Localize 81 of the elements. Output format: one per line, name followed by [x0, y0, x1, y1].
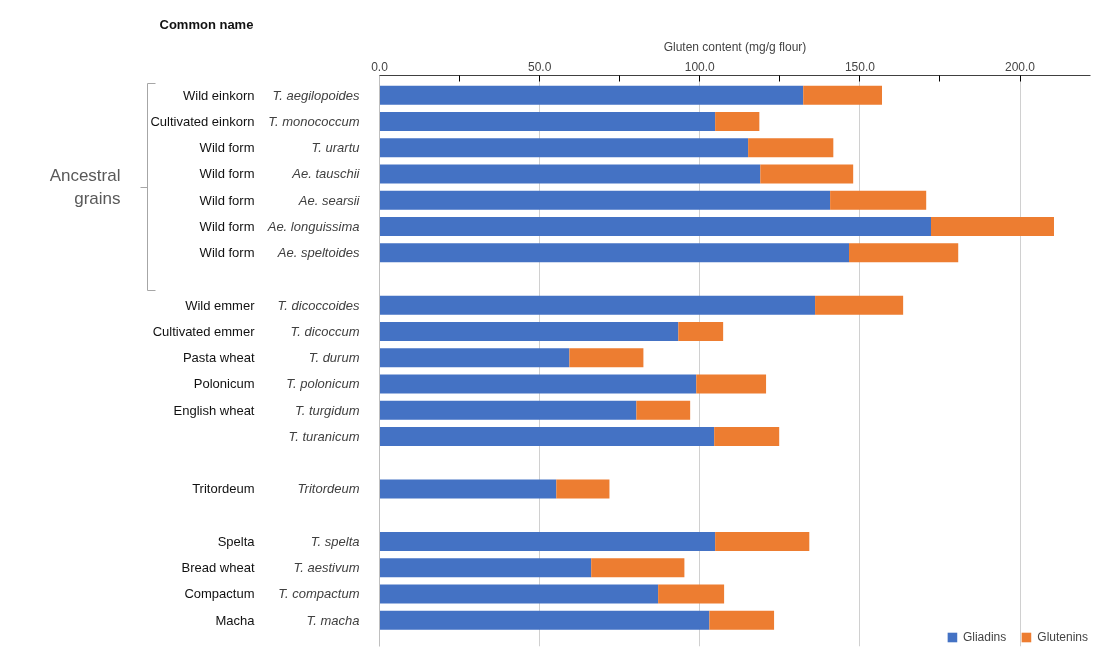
bar — [379, 479, 557, 499]
text: Cultivated einkorn — [150, 113, 255, 129]
bar — [379, 138, 749, 158]
y-tick-label: Ae. searsii — [297, 192, 361, 208]
y-tick-label: T. spelta — [310, 533, 360, 549]
bar — [379, 610, 710, 630]
x-tick-label: 100.0 — [684, 59, 716, 74]
bar — [830, 190, 927, 210]
text: Polonicum — [193, 376, 255, 392]
bar — [379, 295, 816, 315]
legend-label: Gliadins — [962, 630, 1007, 644]
y-tick-label: T. turgidum — [294, 402, 360, 418]
y-tick-label: Ae. longuissima — [266, 218, 360, 234]
bar — [379, 532, 716, 551]
text: Tritordeum — [192, 481, 255, 497]
bar — [379, 217, 932, 236]
bar — [379, 85, 804, 105]
y-tick-label: T. urartu — [311, 140, 360, 156]
text: Wild einkorn — [182, 87, 255, 103]
bar — [379, 400, 637, 420]
bar — [815, 295, 904, 315]
x-tick-label: 150.0 — [844, 59, 876, 74]
bar — [696, 374, 767, 394]
bar — [379, 348, 570, 368]
bar — [379, 164, 761, 184]
text: Bread wheat — [181, 560, 255, 576]
bar — [379, 584, 659, 604]
text: Wild emmer — [185, 297, 256, 313]
legend-label: Glutenins — [1037, 630, 1088, 644]
bar — [379, 322, 679, 341]
y-tick-label: T. aestivum — [293, 560, 360, 576]
x-tick-label: 200.0 — [1005, 59, 1036, 74]
text: Cultivated emmer — [152, 323, 256, 339]
bar — [714, 427, 780, 446]
bar — [591, 558, 685, 578]
text: Common name — [159, 16, 254, 32]
bar — [803, 85, 882, 105]
bar — [379, 427, 715, 446]
text: English wheat — [173, 402, 255, 418]
bar — [760, 164, 854, 184]
bar — [931, 217, 1054, 236]
y-tick-label: T. macha — [306, 612, 360, 628]
y-tick-label: T. dicoccum — [290, 323, 360, 339]
y-tick-label: T. durum — [308, 350, 360, 366]
text: Macha — [215, 612, 256, 628]
bar — [849, 243, 959, 263]
y-tick-label: Ae. tauschii — [291, 166, 361, 182]
bar — [379, 190, 831, 210]
y-tick-label: Ae. speltoides — [276, 245, 360, 261]
bar — [715, 532, 810, 551]
y-tick-label: T. compactum — [278, 586, 360, 602]
y-tick-label: T. turanicum — [288, 428, 360, 444]
text: Wild form — [199, 140, 255, 156]
bar — [569, 348, 644, 368]
y-tick-label: T. dicoccoides — [277, 297, 360, 313]
bar — [658, 584, 725, 604]
x-tick-label: 0.0 — [371, 59, 389, 74]
text: Ancestral grains — [49, 166, 121, 208]
text: Wild form — [199, 192, 255, 208]
bar — [678, 322, 724, 341]
y-tick-label: T. monococcum — [268, 113, 360, 129]
bar — [556, 479, 610, 499]
text: Wild form — [199, 218, 255, 234]
bar — [715, 111, 760, 131]
text: Wild form — [199, 166, 255, 182]
bar — [379, 374, 697, 394]
bar — [636, 400, 691, 420]
y-tick-label: Tritordeum — [297, 481, 360, 497]
text: Wild form — [199, 245, 255, 261]
text: Pasta wheat — [182, 350, 255, 366]
y-tick-label: T. polonicum — [286, 376, 360, 392]
bar — [709, 610, 775, 630]
bar — [379, 111, 716, 131]
x-tick-label: 50.0 — [527, 59, 552, 74]
y-tick-label: T. aegilopoides — [272, 87, 360, 103]
bar — [379, 243, 850, 263]
bar — [748, 138, 834, 158]
bar — [379, 558, 592, 578]
text: Spelta — [217, 533, 256, 549]
text: Compactum — [184, 586, 255, 602]
x-axis-title: Gluten content (mg/g flour) — [663, 39, 807, 54]
